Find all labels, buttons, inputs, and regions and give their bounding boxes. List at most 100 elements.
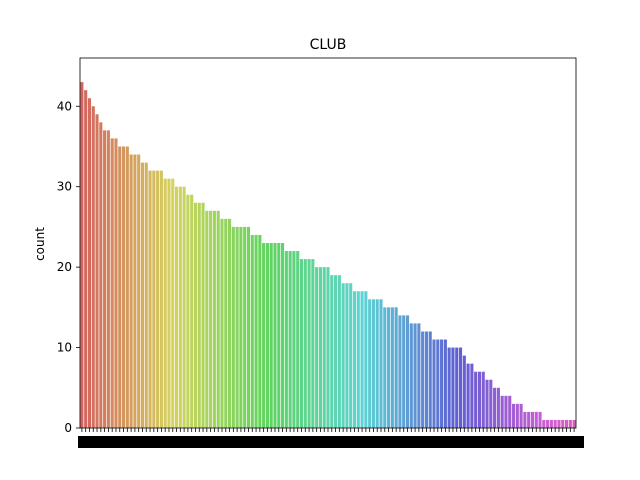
bar [462,355,466,428]
bar [341,283,345,428]
bar [125,146,129,429]
bar [485,379,489,428]
bar [159,170,163,429]
bar [288,251,292,428]
bar [402,315,406,428]
bar [511,403,516,428]
y-axis-label: count [33,227,47,261]
bar [163,178,167,428]
bar [553,419,557,428]
bar [330,275,334,428]
bar [235,226,239,428]
bar [322,267,326,428]
bar [557,419,561,428]
bar [504,395,508,428]
bar [114,138,118,428]
bar [318,267,322,428]
bar [129,154,133,428]
bar [299,259,304,428]
y-tick-label: 10 [57,341,72,355]
bar [182,186,186,428]
bar [201,202,205,428]
bar [137,154,141,428]
bar [379,299,383,428]
bar [572,419,576,428]
bar [375,299,379,428]
bar [212,210,216,428]
bar [284,251,288,428]
bar [345,283,349,428]
bar [561,419,565,428]
bar [398,315,402,428]
bar [262,243,266,428]
bar [496,387,500,428]
bar [489,379,493,428]
bar [110,138,114,428]
bar [523,411,527,428]
bar [443,339,447,428]
bar [409,323,413,428]
bar [307,259,311,428]
bar [508,395,512,428]
y-tick-label: 40 [57,99,72,113]
bar [334,275,338,428]
bar [144,162,148,428]
plot-frame [79,57,577,429]
bar [455,347,459,428]
bar [99,122,103,428]
bar [546,419,550,428]
bar [538,411,542,428]
chart-title: CLUB [310,37,347,53]
bar [265,243,269,428]
bar [364,291,368,428]
bar [140,162,145,428]
bar [421,331,425,428]
y-tick-label: 0 [64,421,72,435]
bar [186,194,190,428]
x-axis-ticks [78,428,584,448]
bar [133,154,137,428]
bar [368,299,372,428]
x-tick-labels-overlap [78,436,584,448]
bar [292,251,296,428]
bar [103,130,107,428]
bar [387,307,391,428]
bar [534,411,538,428]
bar [481,371,485,428]
bar [254,234,258,428]
bar [205,210,209,428]
bar [224,218,228,428]
bar [413,323,417,428]
y-tick-label: 30 [57,180,72,194]
bar [432,339,436,428]
bar [394,307,398,428]
bar [349,283,353,428]
bar [417,323,421,428]
bar [337,275,341,428]
bars-group [80,82,576,429]
bar [440,339,444,428]
bar [190,194,194,428]
bar [436,339,440,428]
bar [451,347,455,428]
bar [519,403,523,428]
bar [568,419,572,428]
bar [228,218,232,428]
bar [121,146,126,429]
bar [424,331,428,428]
bar [148,170,152,429]
bar [303,259,307,428]
bar [209,210,213,428]
bar [477,371,481,428]
bar [243,226,247,428]
bar [220,218,224,428]
bar [458,347,463,428]
bar [564,419,569,428]
bar [118,146,122,429]
bar [515,403,519,428]
bar [296,251,300,428]
bar [106,130,110,428]
bar [530,411,535,428]
bar [281,243,285,428]
